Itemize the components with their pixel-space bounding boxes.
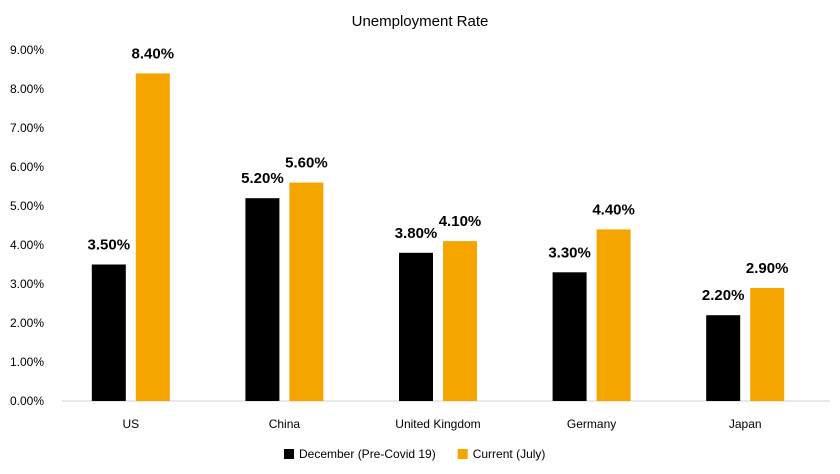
y-tick-label: 2.00%	[10, 316, 44, 330]
x-category-label: China	[269, 417, 301, 431]
bar-december	[245, 198, 280, 401]
y-tick-label: 9.00%	[10, 43, 44, 57]
data-label: 4.40%	[592, 201, 635, 218]
y-tick-label: 0.00%	[10, 394, 44, 408]
x-category-label: United Kingdom	[395, 417, 480, 431]
data-label: 8.40%	[132, 45, 175, 62]
bar-current	[135, 73, 170, 402]
chart-title: Unemployment Rate	[352, 13, 489, 30]
data-label: 3.50%	[88, 237, 131, 254]
y-tick-label: 3.00%	[10, 277, 44, 291]
legend-label: December (Pre-Covid 19)	[299, 447, 436, 461]
x-category-label: Japan	[729, 417, 762, 431]
bar-december	[706, 315, 741, 401]
bar-december	[552, 272, 587, 401]
y-tick-label: 4.00%	[10, 238, 44, 252]
data-label: 5.60%	[285, 155, 328, 172]
legend-swatch	[457, 449, 468, 459]
y-tick-label: 6.00%	[10, 160, 44, 174]
bar-current	[443, 241, 477, 401]
y-tick-label: 8.00%	[10, 82, 44, 96]
data-label: 2.20%	[702, 287, 745, 304]
data-label: 5.20%	[241, 170, 284, 187]
data-label: 4.10%	[439, 213, 482, 230]
y-tick-label: 1.00%	[10, 355, 44, 369]
data-label: 3.80%	[395, 225, 438, 242]
legend-swatch	[284, 449, 294, 459]
bar-december	[399, 252, 433, 401]
legend-label: Current (July)	[473, 447, 546, 461]
bar-current	[750, 287, 785, 401]
y-tick-label: 7.00%	[10, 121, 44, 135]
x-category-label: Germany	[567, 417, 616, 431]
y-tick-label: 5.00%	[10, 199, 44, 213]
bar-current	[289, 182, 324, 401]
x-category-label: US	[122, 417, 139, 431]
bar-current	[596, 229, 631, 401]
bar-december	[91, 264, 126, 401]
data-label: 3.30%	[548, 244, 591, 261]
data-label: 2.90%	[746, 260, 789, 277]
